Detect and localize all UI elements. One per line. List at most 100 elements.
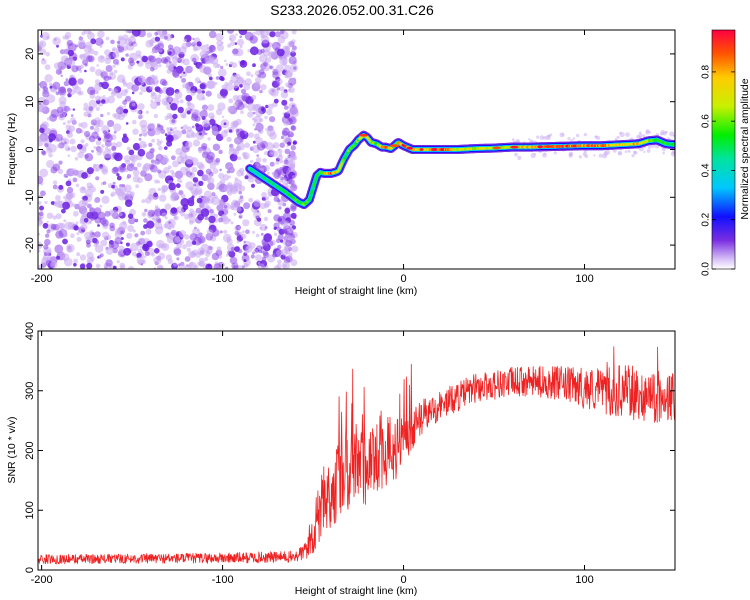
noise-dot <box>143 218 148 223</box>
noise-dot <box>95 37 104 46</box>
noise-dot <box>116 260 120 264</box>
noise-dot <box>263 216 269 222</box>
noise-dot <box>578 155 583 159</box>
noise-dot <box>135 184 140 189</box>
noise-dot <box>279 30 285 35</box>
noise-dot <box>71 65 79 73</box>
noise-dot <box>79 263 86 269</box>
noise-dot <box>175 56 181 62</box>
noise-dot <box>38 104 47 113</box>
noise-dot <box>59 101 67 108</box>
noise-dot <box>61 208 66 214</box>
noise-dot <box>246 71 251 77</box>
noise-dot <box>182 58 190 66</box>
noise-dot <box>64 233 68 238</box>
noise-dot <box>154 86 161 92</box>
noise-dot <box>286 110 290 114</box>
noise-dot <box>84 69 87 73</box>
noise-dot <box>56 144 61 149</box>
noise-dot <box>111 88 118 95</box>
noise-dot <box>81 172 88 179</box>
noise-dot <box>95 140 102 146</box>
noise-dot <box>161 80 168 87</box>
noise-dot <box>153 256 162 265</box>
noise-dot <box>530 152 536 159</box>
noise-dot <box>292 140 298 145</box>
noise-dot <box>222 217 230 225</box>
noise-dot <box>553 151 557 155</box>
noise-dot <box>79 54 84 59</box>
spectrogram-y-ticks: -20 -10 0 10 20 <box>24 48 675 253</box>
noise-dot <box>211 191 215 195</box>
noise-dot <box>145 61 153 70</box>
noise-dot <box>137 177 143 184</box>
noise-dot <box>226 182 233 188</box>
noise-dot <box>196 197 203 204</box>
y-tick-label: -10 <box>24 189 36 205</box>
noise-dot <box>595 135 598 138</box>
noise-dot <box>284 207 291 214</box>
noise-dot <box>206 80 215 89</box>
noise-dot <box>195 124 204 132</box>
noise-dot <box>153 127 162 136</box>
noise-dot <box>137 103 145 111</box>
noise-dot <box>282 139 287 144</box>
noise-dot <box>239 45 243 49</box>
noise-dot <box>517 155 522 160</box>
noise-dot <box>46 117 51 121</box>
noise-dot <box>669 131 675 137</box>
noise-dot <box>542 152 547 158</box>
noise-dot <box>152 74 155 78</box>
noise-dot <box>643 150 646 154</box>
noise-dot <box>642 134 646 138</box>
y-tick-label: 400 <box>24 322 36 340</box>
noise-dot <box>249 46 259 56</box>
noise-dot <box>107 119 115 128</box>
noise-dot <box>187 171 195 179</box>
noise-dot <box>226 238 233 245</box>
noise-dot <box>89 256 95 262</box>
colorbar-tick-label: 0.0 <box>701 262 712 276</box>
noise-dot <box>129 60 135 67</box>
noise-dot <box>148 142 153 147</box>
noise-dot <box>218 149 223 155</box>
noise-dot <box>291 245 299 253</box>
noise-dot <box>145 110 149 114</box>
noise-dot <box>49 82 53 87</box>
noise-dot <box>60 74 63 78</box>
noise-dot <box>207 104 215 111</box>
noise-dot <box>158 156 164 162</box>
noise-dot <box>255 161 260 166</box>
noise-dot <box>204 57 211 64</box>
noise-dot <box>277 154 283 161</box>
noise-dot <box>132 217 135 220</box>
noise-dot <box>172 70 180 78</box>
noise-dot <box>156 141 162 147</box>
noise-dot <box>127 225 135 232</box>
noise-dot <box>204 216 209 221</box>
noise-dot <box>69 45 73 49</box>
noise-dot <box>172 160 179 168</box>
noise-dot <box>266 171 270 175</box>
colorbar-tick-label: 0.2 <box>701 212 712 226</box>
noise-dot <box>247 103 256 112</box>
noise-dot <box>83 102 89 108</box>
noise-dot <box>257 261 261 265</box>
noise-dot <box>234 261 238 266</box>
noise-dot <box>95 106 100 111</box>
noise-dot <box>207 182 215 190</box>
noise-dot <box>65 180 72 187</box>
snr-x-axis-label: Height of straight line (km) <box>295 585 418 597</box>
noise-dot <box>131 91 135 95</box>
noise-dot <box>240 110 244 115</box>
noise-dot <box>91 149 94 153</box>
noise-dot <box>39 42 44 47</box>
noise-dot <box>73 225 79 231</box>
noise-dot <box>73 262 77 267</box>
noise-dot <box>38 249 41 253</box>
snr-plot-frame <box>37 330 676 571</box>
noise-dot <box>176 242 183 249</box>
noise-dot <box>150 123 155 128</box>
noise-dot <box>97 137 102 141</box>
noise-dot <box>148 55 156 63</box>
